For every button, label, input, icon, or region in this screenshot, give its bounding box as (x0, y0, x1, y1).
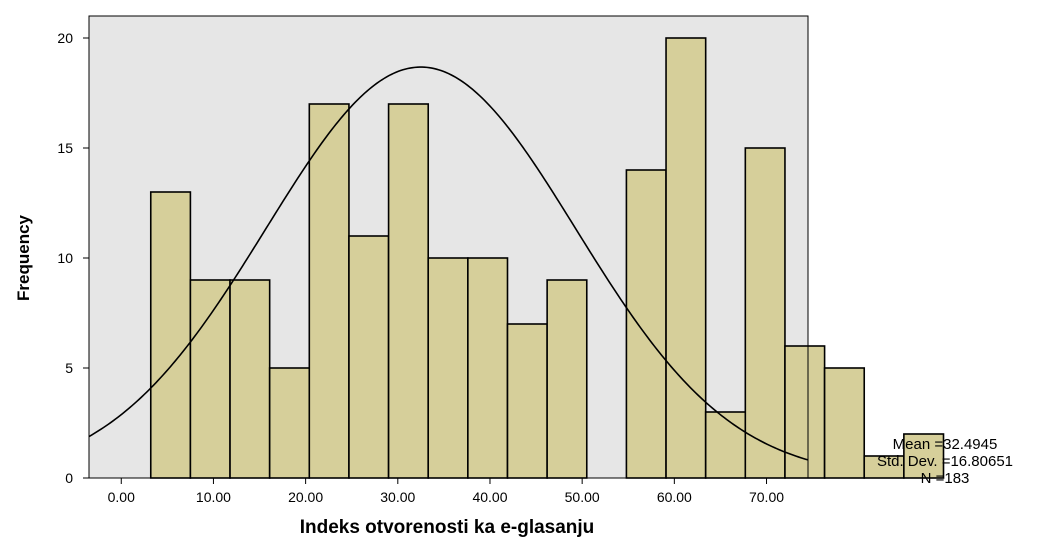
histogram-bar (308, 103, 350, 479)
histogram-bar (348, 235, 390, 479)
stats-n: N =183 (921, 470, 970, 487)
x-tick-label: 70.00 (749, 489, 784, 505)
histogram-bar (546, 279, 588, 479)
histogram-bar (268, 367, 311, 479)
x-tick-label: 50.00 (565, 489, 600, 505)
x-tick-label: 30.00 (380, 489, 415, 505)
histogram-bar (625, 169, 667, 479)
x-tick-label: 10.00 (196, 489, 231, 505)
x-tick-label: 20.00 (288, 489, 323, 505)
histogram-bar (149, 191, 192, 479)
histogram-bar (506, 323, 548, 479)
histogram-bar (229, 279, 271, 479)
x-tick-label: 40.00 (472, 489, 507, 505)
y-tick-label: 20 (57, 30, 73, 46)
bars-layer (149, 37, 945, 479)
x-tick-label: 0.00 (108, 489, 135, 505)
histogram-bar (704, 411, 747, 479)
y-tick-label: 0 (65, 470, 73, 486)
stats-std-dev: Std. Dev. =16.80651 (877, 453, 1013, 470)
histogram-bar (189, 279, 231, 479)
x-axis: 0.00 10.00 20.00 30.00 40.00 50.00 60.00 70.00 (108, 478, 784, 505)
y-axis-title: Frequency (14, 214, 33, 301)
histogram-bar (387, 103, 430, 479)
stats-block: Mean =32.4945 Std. Dev. =16.80651 N =183 (877, 436, 1013, 487)
plot-frame (88, 15, 809, 479)
x-axis-title: Indeks otvorenosti ka e-glasanju (300, 517, 595, 538)
normal-curve (88, 66, 809, 461)
histogram-bar (903, 433, 945, 479)
y-tick-label: 5 (65, 360, 73, 376)
histogram-bar (784, 345, 826, 479)
histogram-bar (744, 147, 786, 479)
histogram-bar (823, 367, 866, 479)
histogram-bar (467, 257, 509, 479)
y-tick-label: 15 (57, 140, 73, 156)
y-axis: 0 5 10 15 20 (57, 30, 89, 486)
stats-mean: Mean =32.4945 (893, 436, 998, 453)
histogram-bar (427, 257, 469, 479)
x-tick-label: 60.00 (657, 489, 692, 505)
y-tick-label: 10 (57, 250, 73, 266)
histogram-bar (665, 37, 707, 479)
